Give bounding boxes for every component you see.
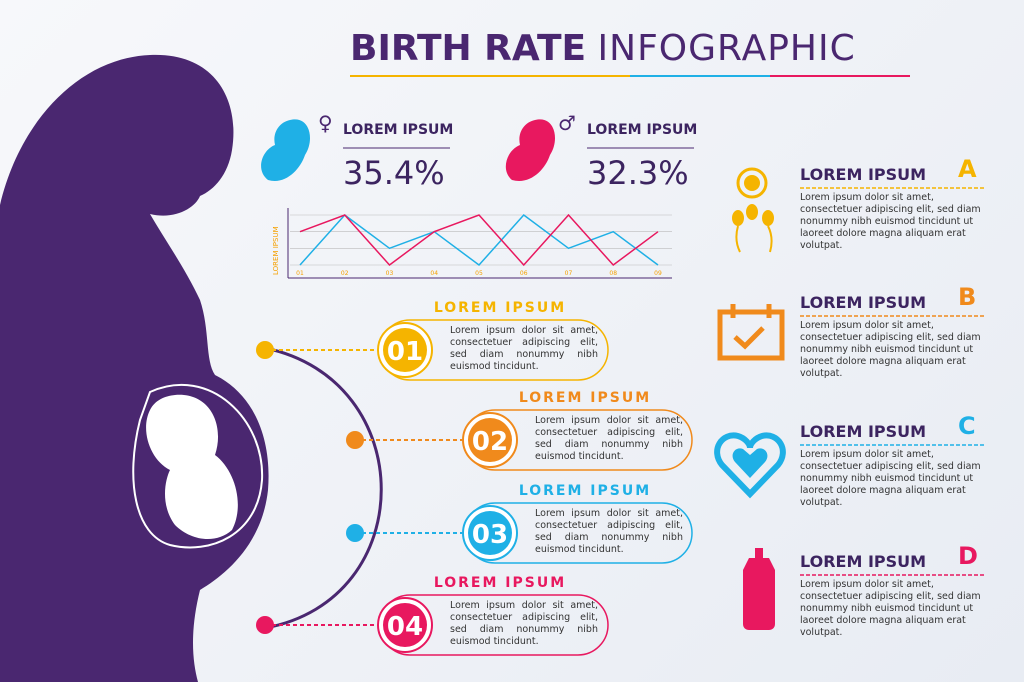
x-tick-label: 01 (296, 270, 304, 277)
stat-value: 32.3% (587, 154, 689, 192)
feature-text: Lorem ipsum dolor sit amet, consectetuer… (800, 449, 981, 508)
arc-dot (256, 341, 274, 359)
stat-label: LOREM IPSUM (587, 122, 698, 138)
x-tick-label: 07 (565, 270, 573, 277)
step-number: 02 (472, 427, 508, 457)
heart-icon (732, 448, 768, 478)
stat-label: LOREM IPSUM (343, 122, 454, 138)
feature-letter: D (958, 542, 978, 570)
x-tick-label: 05 (475, 270, 483, 277)
step-text: Lorem ipsum dolor sit amet, consectetuer… (450, 325, 598, 372)
step-text: Lorem ipsum dolor sit amet, consectetuer… (535, 508, 683, 555)
step-badge (383, 603, 427, 647)
x-tick-label: 09 (654, 270, 662, 277)
x-tick-label: 08 (609, 270, 617, 277)
step-title: LOREM IPSUM (433, 575, 567, 591)
step-title: LOREM IPSUM (518, 390, 652, 406)
arc (264, 346, 383, 630)
y-axis-label: LOREM IPSUM (272, 226, 280, 275)
bottle-icon (743, 548, 775, 630)
sperm-icon (732, 167, 774, 253)
line-series (299, 213, 659, 267)
step-number: 01 (387, 337, 423, 367)
baby-icon (261, 119, 310, 181)
feature-text: Lorem ipsum dolor sit amet, consectetuer… (800, 192, 981, 251)
feature-title: LOREM IPSUM (800, 552, 927, 571)
x-tick-label: 02 (341, 270, 349, 277)
male-symbol: ♂ (558, 111, 576, 135)
title-bold: BIRTH RATE (350, 28, 587, 69)
feature-letter: C (958, 412, 976, 440)
step-number: 03 (472, 520, 508, 550)
womb (132, 384, 264, 549)
step-badge (468, 418, 512, 462)
arc-dot (346, 524, 364, 542)
feature-title: LOREM IPSUM (800, 293, 927, 312)
x-tick-label: 06 (520, 270, 528, 277)
fetus (146, 394, 238, 540)
feature-text: Lorem ipsum dolor sit amet, consectetuer… (800, 320, 981, 379)
step-number: 04 (387, 612, 423, 642)
stat-value: 35.4% (343, 154, 445, 192)
x-tick-label: 03 (386, 270, 394, 277)
female-symbol: ♀ (318, 111, 333, 135)
step-title: LOREM IPSUM (518, 483, 652, 499)
step-badge (383, 328, 427, 372)
heart-icon (714, 432, 786, 499)
title: BIRTH RATE INFOGRAPHIC (350, 28, 856, 69)
step-text: Lorem ipsum dolor sit amet, consectetuer… (535, 415, 683, 462)
arc-dot (346, 431, 364, 449)
silhouette (0, 54, 269, 682)
feature-letter: B (958, 283, 977, 311)
feature-title: LOREM IPSUM (800, 422, 927, 441)
feature-title: LOREM IPSUM (800, 165, 927, 184)
arc-dot (256, 616, 274, 634)
step-text: Lorem ipsum dolor sit amet, consectetuer… (450, 600, 598, 647)
baby-icon (505, 119, 555, 181)
x-tick-label: 04 (430, 270, 438, 277)
feature-text: Lorem ipsum dolor sit amet, consectetuer… (800, 579, 981, 638)
step-title: LOREM IPSUM (433, 300, 567, 316)
feature-letter: A (958, 155, 977, 183)
line-series (299, 213, 659, 267)
step-badge (468, 511, 512, 555)
title-light: INFOGRAPHIC (597, 28, 856, 69)
calendar-icon (717, 304, 785, 361)
